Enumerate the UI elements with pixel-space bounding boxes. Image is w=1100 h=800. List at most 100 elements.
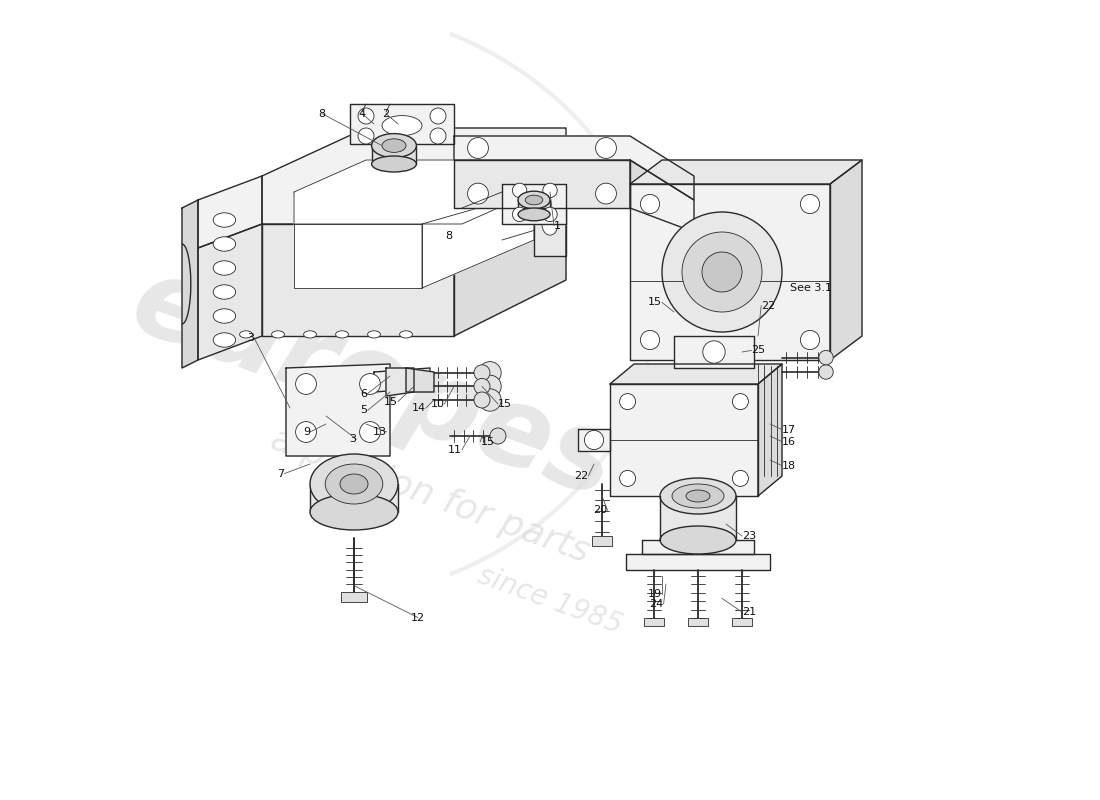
Polygon shape [610, 384, 758, 496]
Polygon shape [286, 364, 390, 456]
Text: a passion for parts: a passion for parts [266, 422, 594, 570]
Ellipse shape [310, 454, 398, 514]
Text: 7: 7 [277, 469, 285, 478]
Text: since 1985: since 1985 [474, 561, 626, 639]
Ellipse shape [213, 285, 235, 299]
Circle shape [478, 362, 502, 384]
Polygon shape [674, 336, 754, 368]
Text: 2: 2 [383, 109, 389, 118]
Circle shape [733, 470, 748, 486]
Polygon shape [578, 429, 610, 451]
Circle shape [430, 108, 446, 124]
Text: 17: 17 [782, 425, 796, 434]
Text: 22: 22 [761, 301, 776, 310]
Circle shape [702, 252, 743, 292]
Circle shape [542, 183, 558, 198]
Circle shape [490, 428, 506, 444]
Ellipse shape [213, 213, 235, 227]
Circle shape [474, 365, 490, 381]
Circle shape [733, 394, 748, 410]
Polygon shape [386, 368, 414, 396]
Circle shape [703, 341, 725, 363]
Polygon shape [454, 176, 566, 336]
Text: 23: 23 [742, 531, 756, 541]
Circle shape [682, 232, 762, 312]
Text: 1: 1 [554, 221, 561, 230]
Polygon shape [502, 184, 566, 224]
Polygon shape [534, 176, 566, 192]
Text: 20: 20 [594, 506, 607, 515]
Text: 13: 13 [373, 427, 387, 437]
Text: 15: 15 [498, 399, 512, 409]
Circle shape [296, 374, 317, 394]
Polygon shape [454, 160, 630, 208]
Text: 10: 10 [430, 399, 444, 409]
Circle shape [818, 365, 833, 379]
Text: 3: 3 [248, 333, 254, 342]
Text: 18: 18 [782, 461, 796, 470]
Circle shape [468, 183, 488, 204]
Circle shape [430, 128, 446, 144]
Circle shape [474, 378, 490, 394]
Polygon shape [610, 364, 782, 384]
Text: europes: europes [118, 247, 630, 521]
Text: 25: 25 [751, 346, 766, 355]
Circle shape [478, 375, 502, 398]
Ellipse shape [660, 478, 736, 514]
Polygon shape [630, 184, 830, 360]
Polygon shape [372, 146, 417, 164]
Ellipse shape [686, 490, 710, 502]
Text: 15: 15 [384, 397, 398, 406]
Circle shape [801, 194, 820, 214]
Ellipse shape [304, 331, 317, 338]
Polygon shape [374, 368, 430, 392]
Circle shape [513, 183, 527, 198]
Polygon shape [534, 192, 566, 256]
Text: See 3.1: See 3.1 [790, 283, 832, 293]
Text: 5: 5 [361, 406, 367, 415]
Circle shape [358, 128, 374, 144]
Polygon shape [310, 484, 398, 512]
Circle shape [595, 138, 616, 158]
Bar [689, 618, 707, 626]
Polygon shape [630, 160, 694, 232]
Ellipse shape [310, 494, 398, 530]
Circle shape [513, 207, 527, 222]
Circle shape [662, 212, 782, 332]
Circle shape [584, 430, 604, 450]
Polygon shape [518, 200, 550, 214]
Ellipse shape [372, 156, 417, 172]
Circle shape [542, 207, 558, 222]
Text: 9: 9 [302, 427, 310, 437]
Circle shape [360, 422, 381, 442]
Ellipse shape [240, 331, 252, 338]
Polygon shape [630, 160, 862, 184]
Ellipse shape [340, 474, 368, 494]
Bar [341, 592, 366, 602]
Ellipse shape [382, 139, 406, 152]
Ellipse shape [213, 237, 235, 251]
Polygon shape [758, 364, 782, 496]
Circle shape [468, 138, 488, 158]
Polygon shape [660, 496, 736, 540]
Circle shape [818, 350, 833, 365]
Polygon shape [198, 224, 262, 360]
Circle shape [360, 374, 381, 394]
Polygon shape [182, 200, 198, 368]
Bar [733, 618, 751, 626]
Text: 22: 22 [574, 471, 589, 481]
Polygon shape [626, 554, 770, 570]
Text: 15: 15 [481, 437, 494, 446]
Circle shape [619, 470, 636, 486]
Polygon shape [262, 128, 566, 224]
Polygon shape [294, 160, 534, 224]
Ellipse shape [213, 261, 235, 275]
Polygon shape [350, 104, 454, 144]
Polygon shape [422, 192, 534, 288]
Polygon shape [454, 136, 694, 200]
Text: 11: 11 [448, 445, 462, 454]
Text: 8: 8 [318, 109, 326, 118]
Bar [593, 536, 612, 546]
Circle shape [474, 392, 490, 408]
Text: 14: 14 [411, 403, 426, 413]
